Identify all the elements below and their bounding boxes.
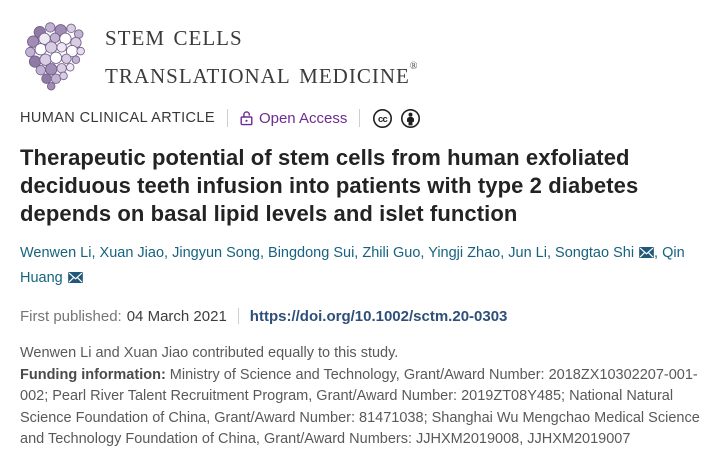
divider <box>237 308 239 324</box>
journal-masthead: Stem Cells Translational Medicine® <box>20 12 714 96</box>
creative-commons-icon[interactable]: cc <box>372 108 393 129</box>
author-list: Wenwen Li, Xuan Jiao, Jingyun Song, Bing… <box>20 241 714 291</box>
author-link[interactable]: Qin Huang <box>20 245 685 286</box>
author-separator: , <box>500 245 509 261</box>
license-icons: cc <box>372 108 421 129</box>
first-published-date: 04 March 2021 <box>126 307 227 325</box>
journal-logo[interactable]: Stem Cells Translational Medicine® <box>20 16 417 92</box>
doi-link[interactable]: https://doi.org/10.1002/sctm.20-0303 <box>249 307 508 325</box>
journal-name-line2: Translational Medicine® <box>105 56 418 90</box>
funding-label: Funding information: <box>20 366 166 383</box>
divider <box>226 109 228 127</box>
svg-text:cc: cc <box>378 114 387 125</box>
author-separator: , <box>354 245 363 261</box>
author-link[interactable]: Jun Li <box>508 245 547 261</box>
author-link[interactable]: Songtao Shi <box>555 245 635 261</box>
funding-note: Funding information: Ministry of Science… <box>20 365 714 451</box>
author-link[interactable]: Jingyun Song <box>172 245 260 261</box>
publication-row: First published: 04 March 2021 https://d… <box>20 306 714 326</box>
author-link[interactable]: Bingdong Sui <box>268 245 355 261</box>
open-access-badge[interactable]: Open Access <box>240 110 347 127</box>
author-separator: , <box>259 245 269 261</box>
journal-logo-cell-cluster-icon <box>25 22 85 91</box>
divider <box>359 109 361 127</box>
author-separator: , <box>420 245 429 261</box>
article-title: Therapeutic potential of stem cells from… <box>20 145 639 226</box>
author-link[interactable]: Zhili Guo <box>362 245 421 261</box>
author-separator: , <box>91 245 100 261</box>
journal-logo-text: Stem Cells Translational Medicine® <box>105 20 417 89</box>
author-link[interactable]: Xuan Jiao <box>99 245 165 261</box>
article-notes: Wenwen Li and Xuan Jiao contributed equa… <box>20 343 714 451</box>
open-lock-icon <box>240 111 253 126</box>
author-link[interactable]: Wenwen Li <box>20 245 92 261</box>
open-access-label: Open Access <box>258 109 348 127</box>
first-published-label: First published: <box>20 307 122 325</box>
registered-trademark: ® <box>409 60 418 72</box>
cc-attribution-person-icon[interactable] <box>400 108 421 129</box>
contribution-note: Wenwen Li and Xuan Jiao contributed equa… <box>20 345 399 361</box>
author-link[interactable]: Yingji Zhao <box>428 245 501 261</box>
article-meta-row: HUMAN CLINICAL ARTICLE Open Access cc <box>20 106 714 130</box>
author-separator: , <box>654 245 663 261</box>
article-category-label: HUMAN CLINICAL ARTICLE <box>20 110 215 126</box>
author-separator: , <box>546 245 556 261</box>
journal-name-line1: Stem Cells <box>105 18 243 52</box>
envelope-icon[interactable] <box>639 242 654 266</box>
envelope-icon[interactable] <box>67 267 83 291</box>
author-separator: , <box>164 245 173 261</box>
